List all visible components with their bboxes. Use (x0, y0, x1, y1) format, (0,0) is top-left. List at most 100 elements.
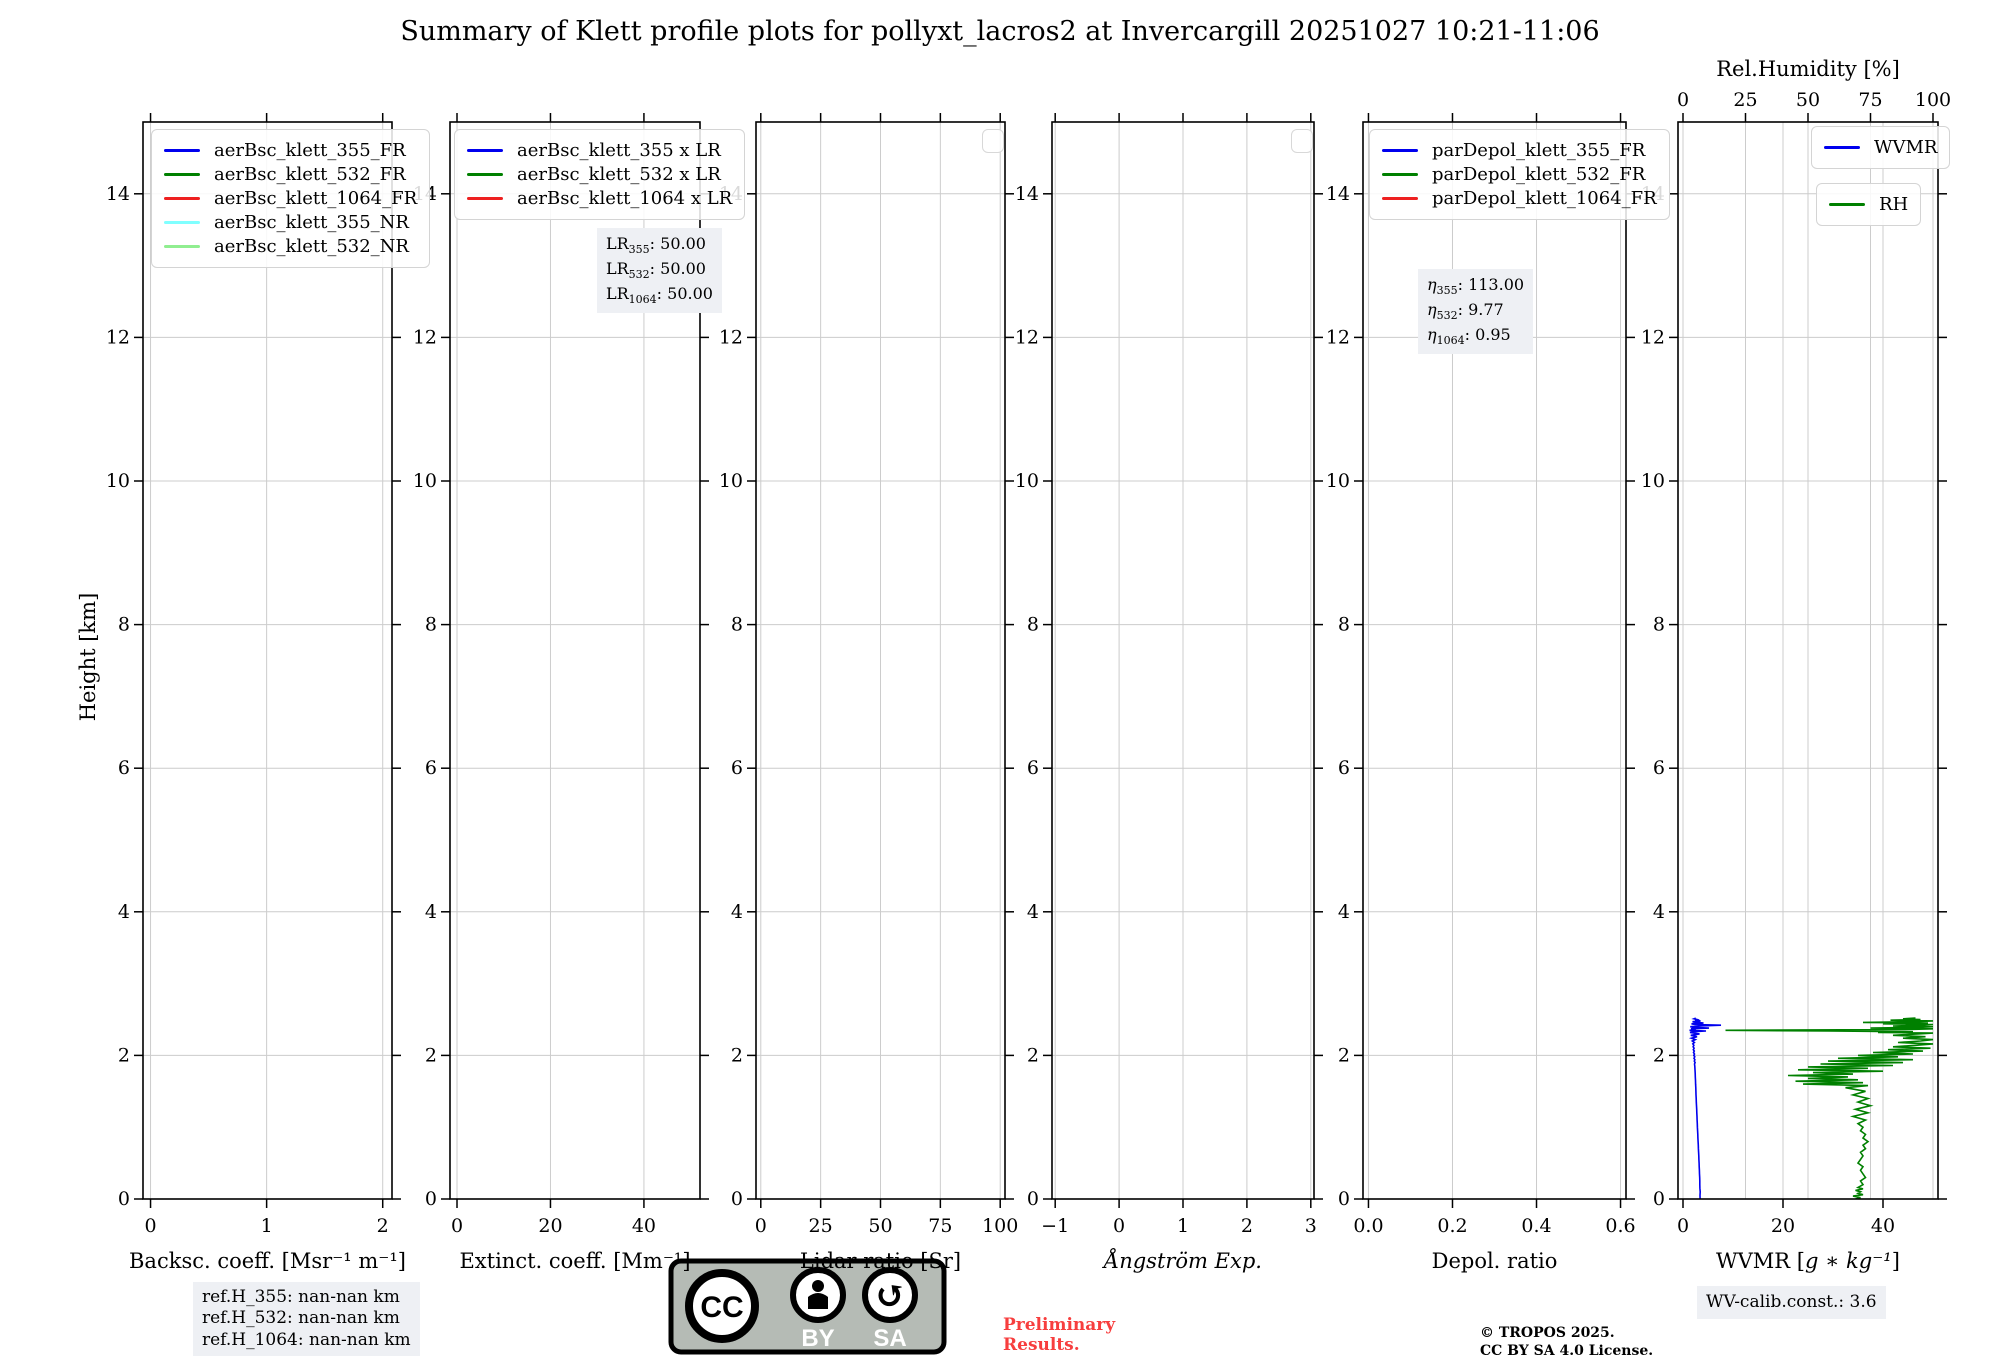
x-tick-label: 3 (1305, 1215, 1317, 1237)
y-tick-label: 4 (425, 901, 437, 923)
y-tick-label: 10 (719, 470, 743, 492)
copyright-line1: © TROPOS 2025. (1480, 1325, 1615, 1341)
x-tick-label: 20 (538, 1215, 562, 1237)
annotation-line: η532: 9.77 (1427, 300, 1504, 323)
y-tick-label: 6 (1653, 757, 1665, 779)
y-tick-label: 12 (1015, 326, 1039, 348)
legend-line-swatch (467, 149, 503, 152)
x-tick-label: 0 (144, 1215, 156, 1237)
legend-backscatter: aerBsc_klett_355_FR aerBsc_klett_532_FR ae… (151, 129, 431, 268)
annotation-line: LR1064: 50.00 (606, 284, 713, 307)
y-tick-label: 12 (1326, 326, 1350, 348)
empty-legend-box-lidar-ratio (982, 129, 1004, 153)
legend-item: aerBsc_klett_355 x LR (467, 140, 732, 161)
series-line-wvmr (1688, 1017, 1722, 1199)
y-tick-label: 8 (1653, 614, 1665, 636)
x-tick-label: 40 (1871, 1215, 1895, 1237)
x-axis-label-angstrom-exponent: Ångström Exp. (1101, 1248, 1262, 1273)
x-tick-label: 50 (868, 1215, 892, 1237)
legend-item: aerBsc_klett_1064_FR (164, 188, 417, 209)
x-axis-label-extinction: Extinct. coeff. [Mm⁻¹] (459, 1249, 690, 1273)
y-tick-label: 2 (425, 1044, 437, 1066)
empty-legend-box-angstrom-exponent (1291, 129, 1313, 153)
legend-label: parDepol_klett_1064_FR (1432, 188, 1657, 209)
x-tick-label: 0.4 (1521, 1215, 1551, 1237)
legend-item: aerBsc_klett_1064 x LR (467, 188, 732, 209)
y-tick-label: 4 (1338, 901, 1350, 923)
figure-title: Summary of Klett profile plots for polly… (400, 16, 1600, 47)
top-tick-label: 50 (1796, 89, 1820, 111)
y-tick-label: 10 (1641, 470, 1665, 492)
y-tick-label: 0 (425, 1188, 437, 1210)
top-tick-label: 25 (1733, 89, 1757, 111)
y-tick-label: 12 (1641, 326, 1665, 348)
eta-values-annotation: η355: 113.00 η532: 9.77 η1064: 0.95 (1418, 269, 1534, 355)
x-tick-label: 0 (755, 1215, 767, 1237)
by-letters: BY (801, 1325, 834, 1352)
y-tick-label: 12 (106, 326, 130, 348)
legend-label: aerBsc_klett_532_NR (214, 236, 409, 257)
legend-label: aerBsc_klett_355_NR (214, 212, 409, 233)
legend-item: parDepol_klett_355_FR (1382, 140, 1657, 161)
legend-item: RH (1829, 194, 1908, 215)
x-tick-label: 20 (1771, 1215, 1795, 1237)
legend-line-swatch (164, 149, 200, 152)
legend-item: WVMR (1824, 137, 1937, 158)
legend-line-swatch (164, 197, 200, 200)
legend-line-swatch (1824, 146, 1860, 149)
legend-item: aerBsc_klett_532_FR (164, 164, 417, 185)
legend-extinction: aerBsc_klett_355 x LR aerBsc_klett_532 x … (454, 129, 746, 220)
annotation-line: LR532: 50.00 (606, 259, 706, 282)
y-tick-label: 2 (731, 1044, 743, 1066)
top-tick-label: 0 (1677, 89, 1689, 111)
legend-line-swatch (1382, 197, 1418, 200)
top-tick-label: 75 (1858, 89, 1882, 111)
y-tick-label: 6 (1027, 757, 1039, 779)
copyright-note: © TROPOS 2025. CC BY SA 4.0 License. (1480, 1324, 1653, 1360)
preliminary-line2: Results. (1003, 1334, 1080, 1355)
x-tick-label: 0 (1677, 1215, 1689, 1237)
annotation-line: η355: 113.00 (1427, 275, 1525, 298)
cc-letters: CC (700, 1291, 743, 1324)
x-tick-label: 2 (1241, 1215, 1253, 1237)
x-tick-label: 100 (982, 1215, 1018, 1237)
cc-circle-icon (685, 1269, 759, 1343)
legend-depolarization-ratio: parDepol_klett_355_FR parDepol_klett_532_… (1369, 129, 1670, 220)
legend-line-swatch (164, 173, 200, 176)
y-tick-label: 0 (1027, 1188, 1039, 1210)
y-tick-label: 14 (1326, 183, 1350, 205)
legend-label: WVMR (1874, 137, 1938, 158)
sa-arrow-icon (862, 1267, 918, 1323)
panel-frame-extinction (449, 121, 701, 1200)
y-tick-label: 8 (118, 614, 130, 636)
y-tick-label: 12 (719, 326, 743, 348)
legend-item: aerBsc_klett_355_NR (164, 212, 417, 233)
legend-line-swatch (1382, 173, 1418, 176)
legend-label: aerBsc_klett_1064_FR (214, 188, 418, 209)
annotation-line: η1064: 0.95 (1427, 325, 1511, 348)
y-tick-label: 4 (731, 901, 743, 923)
legend-item: parDepol_klett_532_FR (1382, 164, 1657, 185)
preliminary-line1: Preliminary (1003, 1315, 1116, 1335)
legend-line-swatch (467, 197, 503, 200)
y-tick-label: 14 (106, 183, 130, 205)
copyright-line2: CC BY SA 4.0 License. (1480, 1343, 1654, 1360)
x-tick-label: 75 (928, 1215, 952, 1237)
reference-heights-annotation: ref.H_355: nan-nan km ref.H_532: nan-nan… (193, 1282, 420, 1356)
y-tick-label: 8 (425, 614, 437, 636)
legend-water-vapour-0: WVMR (1811, 126, 1951, 169)
legend-label: parDepol_klett_532_FR (1432, 164, 1646, 185)
x-tick-label: 1 (1177, 1215, 1189, 1237)
ref-height-355: ref.H_355: nan-nan km (202, 1287, 400, 1307)
legend-item: aerBsc_klett_532_NR (164, 236, 417, 257)
y-tick-label: 6 (1338, 757, 1350, 779)
x-tick-label: 25 (809, 1215, 833, 1237)
lidar-ratio-values-annotation: LR355: 50.00 LR532: 50.00 LR1064: 50.00 (597, 228, 722, 314)
y-tick-label: 10 (1015, 470, 1039, 492)
y-tick-label: 0 (731, 1188, 743, 1210)
x-axis-label-lidar-ratio: Lidar ratio [Sr] (800, 1249, 961, 1273)
y-tick-label: 10 (106, 470, 130, 492)
y-tick-label: 2 (1653, 1044, 1665, 1066)
